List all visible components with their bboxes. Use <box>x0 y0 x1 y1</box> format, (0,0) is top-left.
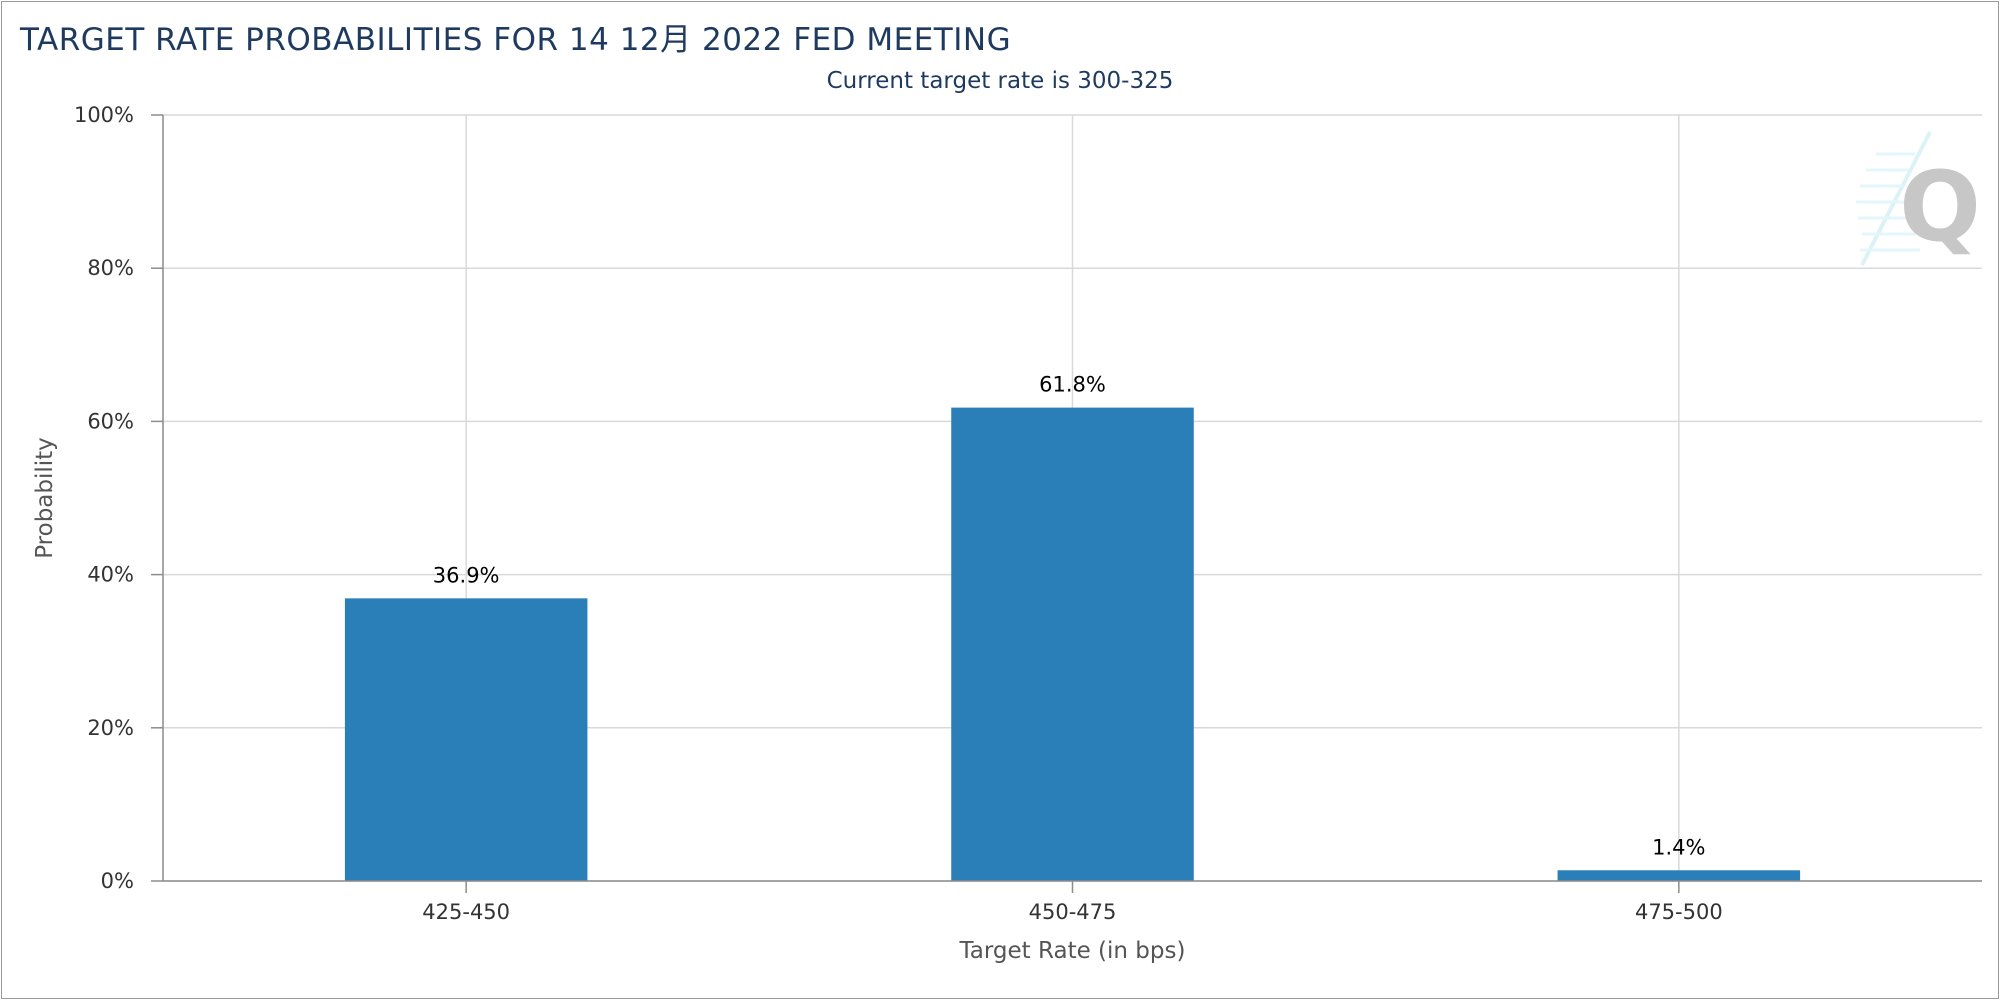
bar-425-450 <box>344 598 588 881</box>
data-label: 1.4% <box>1652 835 1705 859</box>
y-tick-label: 40% <box>87 563 134 587</box>
chart-subtitle: Current target rate is 300-325 <box>826 68 1174 94</box>
bars <box>344 407 1801 881</box>
x-axis-ticks: 425-450 450-475 475-500 <box>422 881 1723 924</box>
data-label: 61.8% <box>1039 373 1106 397</box>
y-tick-label: 0% <box>101 869 134 893</box>
y-axis-ticks: 0% 20% 40% 60% 80% 100% <box>74 103 163 893</box>
x-tick-label: 475-500 <box>1635 900 1723 924</box>
x-tick-label: 425-450 <box>422 900 510 924</box>
y-tick-label: 80% <box>87 256 134 280</box>
watermark-letter: Q <box>1899 151 1981 263</box>
bar-475-500 <box>1557 870 1801 881</box>
y-axis-title: Probability <box>32 437 58 559</box>
x-tick-label: 450-475 <box>1029 900 1117 924</box>
data-label: 36.9% <box>433 563 500 587</box>
watermark-logo: Q <box>1856 131 1981 266</box>
y-tick-label: 60% <box>87 409 134 433</box>
x-axis-title: Target Rate (in bps) <box>959 938 1186 964</box>
y-tick-label: 20% <box>87 716 134 740</box>
data-labels: 36.9% 61.8% 1.4% <box>433 373 1706 860</box>
bar-450-475 <box>951 407 1194 881</box>
y-tick-label: 100% <box>74 103 134 127</box>
chart-title: TARGET RATE PROBABILITIES FOR 14 12月 202… <box>20 22 1012 58</box>
